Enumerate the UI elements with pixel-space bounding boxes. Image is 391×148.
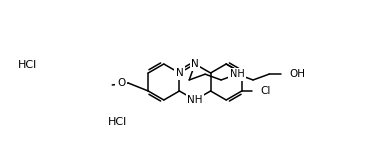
Text: Cl: Cl (261, 86, 271, 96)
Text: OH: OH (289, 69, 305, 79)
Text: HCl: HCl (18, 60, 38, 70)
Text: N: N (176, 68, 183, 78)
Text: HCl: HCl (108, 117, 127, 127)
Text: O: O (117, 78, 125, 88)
Text: NH: NH (230, 69, 244, 79)
Text: N: N (191, 59, 199, 69)
Text: NH: NH (187, 95, 203, 105)
